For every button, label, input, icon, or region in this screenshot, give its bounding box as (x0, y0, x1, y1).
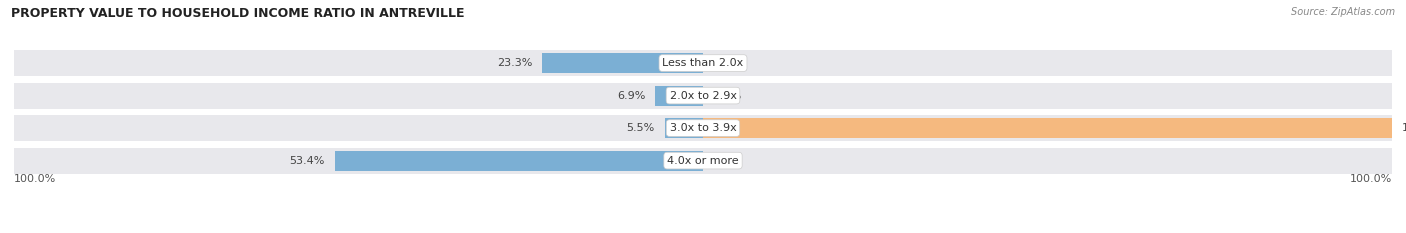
Bar (665, 118, 703, 138)
Bar (543, 53, 703, 73)
Text: 0.0%: 0.0% (713, 91, 741, 101)
Bar (335, 151, 703, 171)
Bar (703, 50, 1392, 76)
Bar (703, 118, 1392, 138)
Text: Source: ZipAtlas.com: Source: ZipAtlas.com (1291, 7, 1395, 17)
Text: 0.0%: 0.0% (713, 156, 741, 166)
Text: 2.0x to 2.9x: 2.0x to 2.9x (669, 91, 737, 101)
Bar (703, 115, 1392, 141)
Bar (703, 82, 1392, 109)
Text: 100.0%: 100.0% (1402, 123, 1406, 133)
Bar (14, 50, 703, 76)
Text: Less than 2.0x: Less than 2.0x (662, 58, 744, 68)
Text: 23.3%: 23.3% (496, 58, 531, 68)
Bar (703, 147, 1392, 174)
Text: 3.0x to 3.9x: 3.0x to 3.9x (669, 123, 737, 133)
Text: 53.4%: 53.4% (290, 156, 325, 166)
Text: 100.0%: 100.0% (1350, 175, 1392, 185)
Bar (14, 147, 703, 174)
Text: 5.5%: 5.5% (627, 123, 655, 133)
Text: 6.9%: 6.9% (617, 91, 645, 101)
Bar (14, 82, 703, 109)
Text: PROPERTY VALUE TO HOUSEHOLD INCOME RATIO IN ANTREVILLE: PROPERTY VALUE TO HOUSEHOLD INCOME RATIO… (11, 7, 465, 20)
Bar (14, 115, 703, 141)
Text: 4.0x or more: 4.0x or more (668, 156, 738, 166)
Text: 100.0%: 100.0% (14, 175, 56, 185)
Bar (655, 86, 703, 106)
Text: 0.0%: 0.0% (713, 58, 741, 68)
